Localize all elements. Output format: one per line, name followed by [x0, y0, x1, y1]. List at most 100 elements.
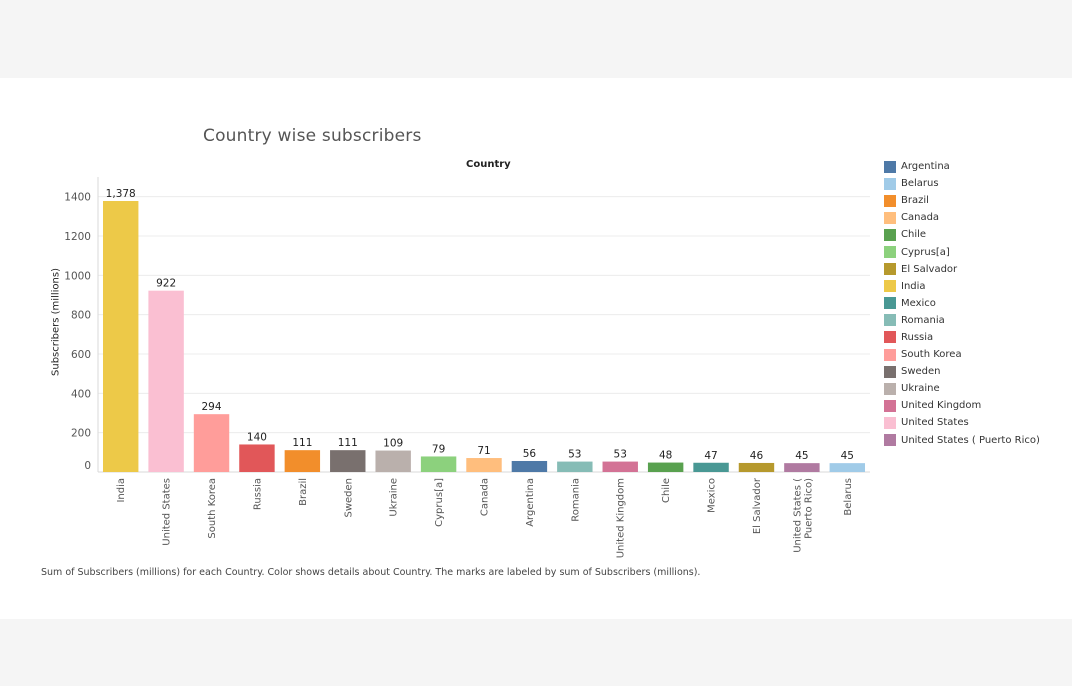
legend-label: United Kingdom: [901, 400, 982, 412]
legend-label: Ukraine: [901, 383, 940, 395]
data-label-india: 1,378: [106, 188, 136, 200]
legend-swatch: [884, 434, 896, 447]
data-label-canada: 71: [477, 445, 490, 457]
bar-south-korea: [193, 414, 230, 472]
legend-swatch: [884, 280, 896, 293]
legend-swatch: [884, 160, 896, 173]
x-tick-label-belarus: Belarus: [843, 478, 854, 516]
legend-swatch: [884, 399, 896, 412]
legend-label: India: [901, 280, 926, 292]
legend-label: United States: [901, 417, 969, 429]
bar-canada: [466, 458, 502, 472]
data-label-south-korea: 294: [202, 401, 222, 413]
legend-item-united-kingdom: United Kingdom: [884, 397, 1070, 414]
x-tick-label-sweden: Sweden: [343, 478, 354, 518]
legend-label: Argentina: [901, 161, 950, 173]
legend-swatch: [884, 194, 896, 207]
legend-label: Russia: [901, 331, 934, 343]
legend-label: Sweden: [901, 366, 941, 378]
legend-swatch: [884, 246, 896, 259]
data-label-united-states-puerto-rico: 45: [795, 450, 808, 462]
chart-caption: Sum of Subscribers (millions) for each C…: [41, 567, 701, 578]
x-tick-label-cyprus-a: Cyprus[a]: [434, 478, 445, 527]
bar-belarus: [829, 463, 866, 472]
x-tick-label-brazil: Brazil: [298, 478, 309, 506]
legend-swatch: [884, 177, 896, 190]
y-tick-label: 800: [71, 310, 91, 322]
y-tick-label: 400: [71, 388, 91, 400]
legend: Argentina Belarus Brazil Canada Chile Cyprus[…: [884, 158, 1070, 449]
legend-item-chile: Chile: [884, 226, 1070, 243]
data-label-belarus: 45: [841, 450, 854, 462]
y-tick-label: 1200: [64, 231, 91, 243]
data-label-argentina: 56: [523, 448, 537, 460]
bar-united-kingdom: [602, 461, 638, 472]
x-tick-label-argentina: Argentina: [525, 478, 536, 527]
legend-item-cyprus-a: Cyprus[a]: [884, 243, 1070, 260]
legend-item-romania: Romania: [884, 312, 1070, 329]
legend-item-russia: Russia: [884, 329, 1070, 346]
legend-label: Chile: [901, 229, 927, 241]
data-label-sweden: 111: [338, 437, 358, 449]
legend-label: Brazil: [901, 195, 929, 207]
data-label-russia: 140: [247, 431, 267, 443]
x-tick-label-romania: Romania: [570, 478, 581, 522]
legend-label: Romania: [901, 314, 945, 326]
data-label-united-kingdom: 53: [614, 449, 627, 461]
country-header: Country: [466, 159, 511, 170]
legend-label: Mexico: [901, 297, 936, 309]
x-tick-label-russia: Russia: [252, 478, 263, 510]
data-label-cyprus-a: 79: [432, 443, 445, 455]
legend-label: El Salvador: [901, 263, 958, 275]
bar-sweden: [330, 450, 366, 472]
bar-argentina: [511, 460, 548, 472]
x-tick-label-united-states-puerto-rico: United States (Puerto Rico): [792, 478, 814, 553]
legend-item-sweden: Sweden: [884, 363, 1070, 380]
legend-swatch: [884, 331, 896, 344]
legend-item-united-states: United States: [884, 414, 1070, 431]
legend-label: South Korea: [901, 349, 962, 361]
x-tick-label-ukraine: Ukraine: [389, 478, 400, 517]
bar-cyprus-a: [420, 456, 457, 472]
bar-chile: [647, 462, 684, 472]
bar-brazil: [284, 450, 321, 472]
x-tick-label-united-states: United States: [162, 478, 173, 546]
legend-swatch: [884, 365, 896, 378]
legend-item-united-states-puerto-rico: United States ( Puerto Rico): [884, 432, 1070, 449]
bar-india: [102, 200, 139, 472]
bar-ukraine: [375, 450, 411, 472]
legend-swatch: [884, 228, 896, 241]
data-label-united-states: 922: [156, 278, 176, 290]
x-tick-label-india: India: [116, 478, 127, 503]
x-tick-label-canada: Canada: [480, 478, 491, 516]
legend-label: United States ( Puerto Rico): [901, 434, 1040, 446]
legend-label: Cyprus[a]: [901, 246, 950, 258]
x-tick-label-el-salvador: El Salvador: [752, 477, 763, 534]
y-tick-label: 200: [71, 428, 91, 440]
legend-item-argentina: Argentina: [884, 158, 1070, 175]
legend-swatch: [884, 348, 896, 361]
legend-item-mexico: Mexico: [884, 295, 1070, 312]
x-tick-label-mexico: Mexico: [707, 478, 718, 513]
bar-romania: [557, 461, 593, 472]
data-label-mexico: 47: [704, 450, 717, 462]
bar-el-salvador: [738, 462, 775, 472]
data-label-ukraine: 109: [383, 438, 403, 450]
bar-united-states-puerto-rico: [784, 463, 820, 472]
legend-item-ukraine: Ukraine: [884, 380, 1070, 397]
legend-swatch: [884, 297, 896, 310]
y-tick-label: 0: [84, 460, 91, 472]
legend-item-el-salvador: El Salvador: [884, 261, 1070, 278]
legend-item-canada: Canada: [884, 209, 1070, 226]
legend-swatch: [884, 314, 896, 327]
legend-swatch: [884, 382, 896, 395]
y-tick-label: 1000: [64, 270, 91, 282]
data-label-el-salvador: 46: [750, 450, 764, 462]
data-label-romania: 53: [568, 449, 581, 461]
legend-swatch: [884, 416, 896, 429]
x-tick-label-united-kingdom: United Kingdom: [616, 478, 627, 558]
legend-swatch: [884, 263, 896, 276]
y-tick-label: 600: [71, 349, 91, 361]
legend-item-belarus: Belarus: [884, 175, 1070, 192]
